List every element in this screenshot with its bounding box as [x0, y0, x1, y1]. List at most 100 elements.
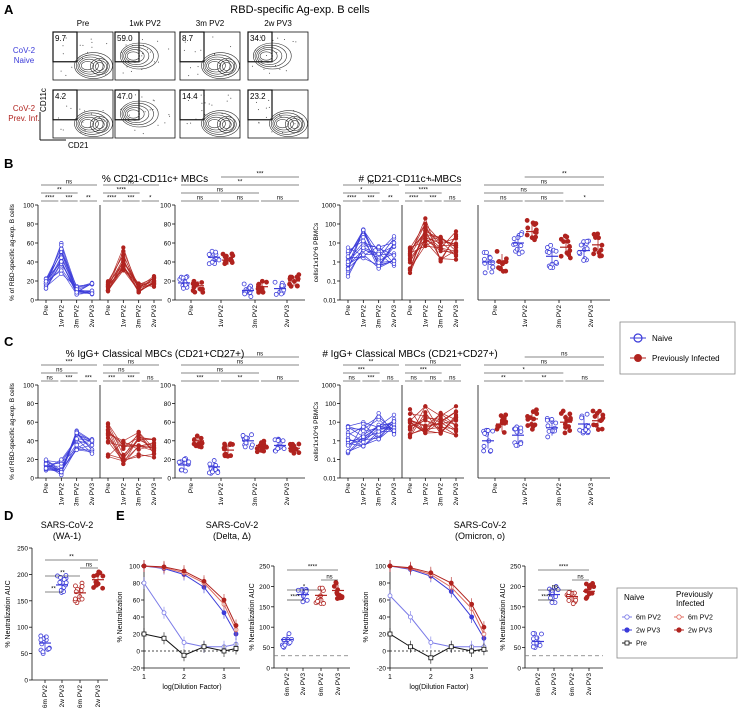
- data-point: [296, 450, 302, 456]
- data-point: [391, 432, 397, 437]
- flow-event-dot: [213, 53, 215, 55]
- curve-point: [181, 640, 187, 645]
- data-point: [59, 242, 64, 248]
- significance-label: ***: [358, 368, 366, 374]
- data-point: [503, 256, 509, 262]
- data-point: [294, 283, 300, 289]
- x-tick-label: 3m PV2: [74, 305, 81, 329]
- flow-event-dot: [62, 129, 64, 131]
- data-point: [339, 595, 345, 601]
- data-point: [345, 424, 351, 430]
- flow-event-dot: [80, 132, 82, 134]
- y-tick-label: 100: [325, 222, 336, 229]
- data-point: [121, 252, 126, 257]
- significance-label: ns: [387, 376, 393, 382]
- data-point: [259, 448, 264, 453]
- data-point: [407, 432, 413, 437]
- subject-trajectory: [45, 438, 93, 469]
- x-tick-label: 1w PV2: [218, 483, 225, 506]
- gate-percentage: 23.2: [250, 92, 266, 101]
- data-point: [555, 587, 561, 593]
- data-point: [567, 428, 573, 433]
- subject-trajectory: [347, 245, 395, 265]
- data-point: [548, 265, 553, 270]
- data-point: [206, 252, 212, 257]
- data-point: [89, 281, 95, 286]
- x-tick-label: 2w PV3: [59, 685, 66, 708]
- x-tick-label: 1: [142, 674, 146, 681]
- x-tick-label: 2: [429, 674, 433, 681]
- data-point: [423, 417, 428, 422]
- flow-event-dot: [285, 70, 287, 72]
- data-point: [215, 470, 221, 475]
- y-tick-label: 1000: [322, 383, 337, 390]
- flow-contour: [123, 105, 150, 123]
- flow-event-dot: [105, 74, 107, 76]
- data-point: [74, 290, 79, 295]
- data-point: [243, 435, 249, 441]
- curve-point: [233, 646, 239, 651]
- x-axis-title: log(Dilution Factor): [162, 684, 221, 691]
- legend-e-marker: [676, 627, 682, 633]
- panel-a-column-label: 1wk PV2: [129, 19, 161, 28]
- curve-point: [387, 593, 393, 599]
- significance-label: ***: [127, 376, 135, 382]
- panel-a-row-label-2: Prev. Inf.: [8, 114, 39, 123]
- significance-label: ns: [86, 563, 92, 569]
- significance-label: ns: [56, 368, 62, 374]
- flow-event-dot: [220, 63, 222, 65]
- flow-contour: [289, 120, 300, 129]
- panel-letter-c: C: [4, 334, 14, 349]
- subject-trajectory: [409, 238, 457, 269]
- data-point: [46, 646, 52, 652]
- data-point: [407, 267, 413, 273]
- flow-contour: [204, 114, 231, 133]
- y-tick-label: 100: [23, 383, 34, 390]
- flow-contour: [74, 110, 113, 137]
- data-point: [591, 251, 597, 257]
- panel-a-row-label-1: CoV-2: [13, 104, 36, 113]
- data-point: [229, 260, 235, 266]
- y-tick-label: 0: [30, 298, 34, 305]
- y-axis-title: % Neutralization AUC: [249, 583, 256, 650]
- flow-contour: [206, 58, 226, 73]
- data-point: [182, 457, 187, 462]
- data-point: [59, 457, 64, 462]
- significance-label: *: [303, 585, 306, 591]
- flow-event-dot: [121, 108, 123, 110]
- data-point: [222, 254, 228, 260]
- flow-event-dot: [103, 120, 105, 122]
- subject-trajectory: [107, 264, 155, 293]
- data-point: [58, 575, 63, 580]
- data-point: [242, 444, 248, 450]
- neutralization-curve: [143, 565, 237, 630]
- data-point: [105, 435, 111, 441]
- flow-event-dot: [141, 39, 143, 41]
- y-tick-label: 0.1: [327, 457, 336, 464]
- data-point: [151, 278, 157, 284]
- flow-event-dot: [130, 70, 132, 72]
- curve-point: [481, 646, 487, 652]
- data-point: [333, 580, 339, 586]
- flow-contour: [79, 58, 99, 73]
- x-tick-label: 3m PV2: [556, 483, 563, 507]
- flow-event-dot: [190, 122, 192, 124]
- data-point: [197, 286, 203, 292]
- data-point: [577, 427, 583, 433]
- flow-contour: [95, 62, 105, 71]
- neutralization-curve: [389, 565, 485, 628]
- flow-contour: [272, 114, 299, 133]
- flow-contour: [222, 62, 232, 71]
- data-point: [279, 283, 285, 289]
- significance-label: ****: [290, 595, 300, 601]
- flow-event-dot: [228, 74, 230, 76]
- flow-event-dot: [90, 38, 92, 40]
- subject-trajectory: [409, 240, 457, 260]
- x-tick-label: Pre: [492, 483, 499, 494]
- data-point: [304, 597, 310, 603]
- flow-event-dot: [280, 116, 282, 118]
- data-point: [136, 447, 141, 452]
- y-tick-label: 40: [379, 615, 387, 622]
- flow-event-dot: [141, 69, 143, 71]
- data-point: [558, 411, 564, 416]
